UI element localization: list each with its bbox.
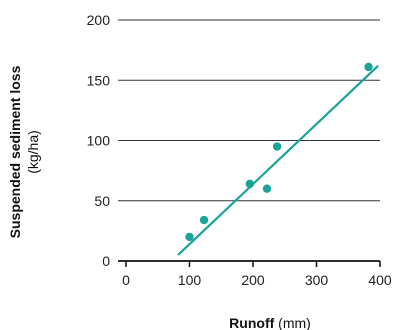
data-point-4 [262, 184, 272, 193]
data-point-6 [364, 62, 373, 72]
y-tick-label-0: 0 [102, 253, 110, 269]
y-axis-unit: (kg/ha) [25, 130, 41, 174]
gridlines [118, 19, 380, 202]
x-axis-title: Runoff (mm) [229, 315, 311, 330]
x-tick-label-100: 100 [178, 272, 202, 288]
axes: 0 100 200 300 400 0 50 100 150 200 [87, 12, 392, 288]
data-points [185, 62, 373, 242]
data-point-5 [272, 142, 282, 151]
x-axis-unit: (mm) [278, 315, 311, 330]
x-tick-label-0: 0 [122, 272, 130, 288]
y-tick-label-150: 150 [87, 72, 111, 88]
y-axis-tick-labels: 0 50 100 150 200 [87, 12, 111, 269]
data-point-2 [199, 215, 209, 225]
y-axis-label: Suspended sediment loss [7, 65, 23, 238]
y-tick-label-50: 50 [94, 193, 110, 209]
y-tick-label-100: 100 [87, 133, 111, 149]
y-tick-label-200: 200 [87, 12, 111, 28]
data-point-3 [245, 179, 255, 189]
x-axis-label: Runoff [229, 315, 274, 330]
x-tick-label-200: 200 [241, 272, 265, 288]
data-point-1 [185, 232, 194, 242]
x-tick-label-400: 400 [368, 272, 392, 288]
x-axis-ticks: 0 100 200 300 400 [122, 261, 392, 288]
trend-line [177, 64, 379, 256]
x-tick-label-300: 300 [305, 272, 329, 288]
